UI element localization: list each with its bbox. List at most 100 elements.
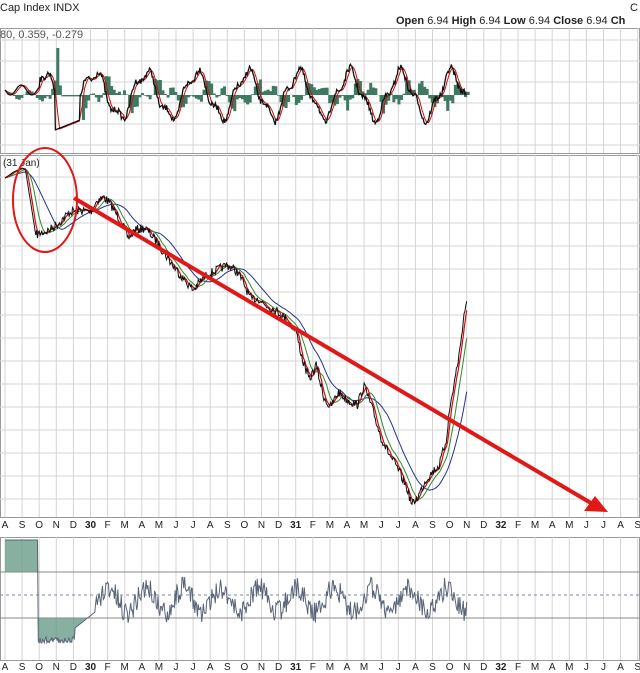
month-tick-label: O xyxy=(241,662,249,673)
macd-histogram-bar xyxy=(225,95,229,96)
macd-histogram-bar xyxy=(238,95,242,99)
month-tick-label: A xyxy=(549,662,556,673)
macd-histogram-bar xyxy=(358,81,362,95)
macd-histogram-bar xyxy=(371,87,375,95)
macd-histogram-bar xyxy=(84,95,88,109)
macd-histogram-bar xyxy=(97,95,101,102)
macd-histogram-bar xyxy=(369,82,373,95)
month-tick-label: S xyxy=(429,520,436,531)
macd-histogram-bar xyxy=(12,95,16,97)
macd-histogram-bar xyxy=(310,84,314,95)
macd-readout: 80, 0.359, -0.279 xyxy=(0,29,84,41)
macd-histogram-bar xyxy=(166,95,170,98)
month-tick-label: A xyxy=(138,520,145,531)
month-tick-label: N xyxy=(258,662,265,673)
macd-histogram-bar xyxy=(122,90,126,95)
macd-histogram-bar xyxy=(412,89,416,95)
macd-histogram-bar xyxy=(248,95,252,103)
macd-histogram-bar xyxy=(140,93,144,95)
macd-histogram-bar xyxy=(328,95,332,104)
month-tick-label: A xyxy=(617,662,624,673)
macd-histogram-bar xyxy=(284,95,288,109)
month-tick-label: D xyxy=(480,662,487,673)
month-tick-label: A xyxy=(138,662,145,673)
macd-histogram-bar xyxy=(240,95,244,100)
month-tick-label: F xyxy=(515,520,521,531)
month-tick-label: M xyxy=(360,520,368,531)
macd-histogram-bar xyxy=(235,95,239,100)
month-tick-label: A xyxy=(617,520,624,531)
year-tick-label: 31 xyxy=(290,662,302,673)
macd-histogram-bar xyxy=(7,92,11,95)
macd-histogram-bar xyxy=(348,95,352,100)
high-value: 6.94 xyxy=(479,15,501,27)
macd-histogram-bar xyxy=(335,95,339,104)
rsi-overbought-fill xyxy=(5,540,467,572)
macd-histogram-bar xyxy=(451,95,455,104)
macd-histogram-bar xyxy=(76,95,80,97)
corner-label: C xyxy=(630,2,638,14)
change-label: Ch xyxy=(610,15,626,27)
macd-histogram-bar xyxy=(28,90,32,95)
month-tick-label: A xyxy=(207,662,214,673)
macd-histogram-bar xyxy=(325,87,329,95)
month-tick-label: J xyxy=(396,520,401,531)
macd-histogram-bar xyxy=(428,95,432,99)
macd-histogram-bar xyxy=(271,85,275,95)
year-tick-label: 31 xyxy=(290,520,302,531)
month-tick-label: N xyxy=(258,520,265,531)
macd-histogram-bar xyxy=(294,95,298,105)
macd-histogram-bar xyxy=(282,95,286,107)
macd-histogram-bar xyxy=(456,82,460,95)
macd-histogram-bar xyxy=(251,94,255,95)
month-tick-label: A xyxy=(207,520,214,531)
macd-histogram-bar xyxy=(71,95,75,97)
month-tick-label: M xyxy=(565,662,573,673)
month-tick-label: D xyxy=(480,520,487,531)
low-label: Low xyxy=(503,15,526,27)
month-tick-label: F xyxy=(105,520,111,531)
macd-histogram-bar xyxy=(256,83,260,95)
macd-histogram-bar xyxy=(156,80,160,95)
macd-histogram-bar xyxy=(258,79,262,95)
open-value: 6.94 xyxy=(427,15,449,27)
high-label: High xyxy=(451,15,477,27)
macd-histogram-bar xyxy=(338,95,342,98)
macd-histogram-bar xyxy=(392,95,396,103)
macd-histogram-bar xyxy=(274,86,278,95)
close-value: 6.94 xyxy=(586,15,608,27)
macd-histogram-bar xyxy=(269,91,273,95)
macd-histogram-bar xyxy=(115,93,119,95)
month-tick-label: M xyxy=(531,520,539,531)
year-tick-label: 30 xyxy=(85,662,97,673)
macd-histogram-bar xyxy=(143,95,147,96)
macd-histogram-bar xyxy=(464,95,468,98)
macd-histogram-bar xyxy=(382,95,386,114)
macd-histogram-bar xyxy=(174,92,178,95)
year-tick-label: 32 xyxy=(495,662,507,673)
macd-histogram-bar xyxy=(164,93,168,95)
macd-histogram-bar xyxy=(261,91,265,95)
macd-histogram-bar xyxy=(202,89,206,95)
macd-histogram-bar xyxy=(158,79,162,95)
month-tick-label: M xyxy=(155,520,163,531)
macd-histogram-bar xyxy=(92,93,96,95)
month-tick-label: N xyxy=(463,662,470,673)
macd-histogram-bar xyxy=(46,95,50,97)
macd-histogram-bar xyxy=(102,93,106,95)
macd-histogram-bar xyxy=(51,88,55,95)
macd-histogram-bar xyxy=(81,95,85,120)
month-tick-label: D xyxy=(70,520,77,531)
macd-histogram-bar xyxy=(351,95,355,99)
year-tick-label: 30 xyxy=(85,520,97,531)
month-tick-label: M xyxy=(121,662,129,673)
macd-histogram-bar xyxy=(133,95,137,107)
macd-histogram-bar xyxy=(228,95,232,103)
price-line xyxy=(4,167,468,506)
macd-histogram-bar xyxy=(394,95,398,100)
macd-histogram-bar xyxy=(107,76,111,95)
macd-histogram-bar xyxy=(330,95,334,103)
macd-histogram-bar xyxy=(279,95,283,103)
macd-histogram-bar xyxy=(353,83,357,95)
month-tick-label: J xyxy=(191,520,196,531)
